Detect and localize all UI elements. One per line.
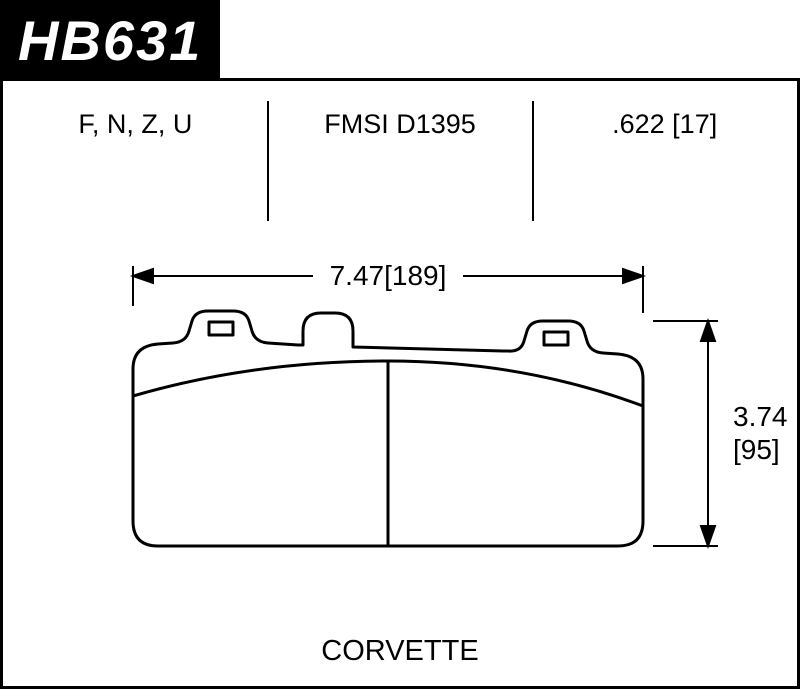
spec-compounds: F, N, Z, U	[3, 81, 268, 191]
diagram-area: 7.47[189] 3.74 [95] CORVETTE	[3, 221, 797, 686]
spec-fmsi: FMSI D1395	[268, 81, 533, 191]
spec-thickness: .622 [17]	[532, 81, 797, 191]
spec-row: F, N, Z, U FMSI D1395 .622 [17]	[3, 81, 797, 191]
height-label-1: 3.74	[733, 401, 788, 432]
pad-left-clip	[209, 322, 233, 335]
width-label: 7.47[189]	[330, 260, 447, 291]
height-label-2: [95]	[733, 434, 780, 465]
product-name: CORVETTE	[3, 635, 797, 668]
brake-pad-diagram: 7.47[189] 3.74 [95]	[3, 221, 800, 681]
pad-right-clip	[544, 332, 568, 345]
part-number-title: HB631	[18, 8, 202, 73]
height-dimension	[653, 321, 718, 546]
header-bar: HB631	[0, 0, 220, 81]
diagram-frame: F, N, Z, U FMSI D1395 .622 [17]	[0, 78, 800, 689]
